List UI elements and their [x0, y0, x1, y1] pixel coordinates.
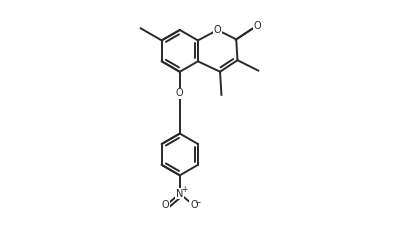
Text: O: O — [190, 201, 198, 210]
Text: O: O — [253, 21, 261, 30]
Text: N: N — [176, 189, 184, 199]
Text: O: O — [162, 201, 170, 210]
Text: O: O — [176, 88, 184, 98]
Text: O: O — [214, 25, 221, 35]
Text: +: + — [181, 185, 187, 194]
Text: −: − — [195, 198, 201, 207]
